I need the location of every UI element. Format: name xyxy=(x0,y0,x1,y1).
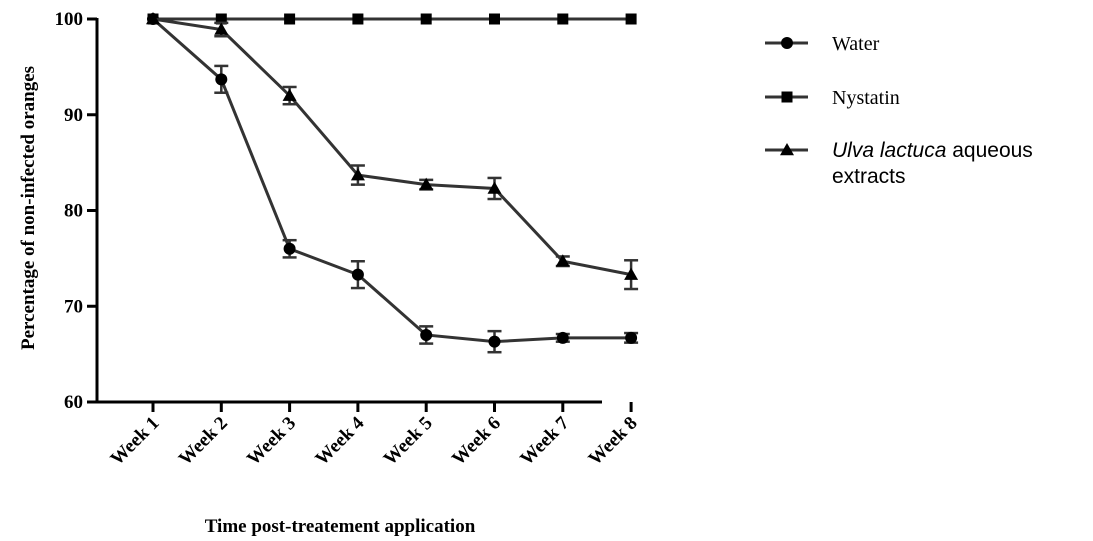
series-layer xyxy=(146,12,639,354)
legend-marker xyxy=(781,91,793,103)
x-tick-label: Week 1 xyxy=(107,413,164,470)
y-tick-label: 100 xyxy=(55,9,84,30)
data-point xyxy=(282,88,297,101)
data-point xyxy=(146,12,160,25)
legend-entry-2: Nystatin xyxy=(765,87,900,109)
data-point xyxy=(283,242,296,255)
data-point xyxy=(419,177,434,190)
data-point xyxy=(215,73,228,86)
x-tick-label: Week 8 xyxy=(585,413,642,470)
series-line xyxy=(152,17,632,344)
data-point xyxy=(624,267,639,280)
legend-entry-1: Water xyxy=(765,33,880,55)
data-point xyxy=(489,13,500,25)
x-tick-label: Week 4 xyxy=(311,412,368,469)
legend-label-italic: Ulva lactuca xyxy=(832,139,946,162)
y-tick-label: 90 xyxy=(64,105,83,126)
data-point xyxy=(625,331,638,344)
legend-label: Water xyxy=(832,33,880,55)
data-point xyxy=(420,13,432,25)
y-tick-label: 70 xyxy=(64,296,83,317)
x-tick-label: Week 2 xyxy=(175,413,232,470)
legend: Water Nystatin Ulva lactuca aqueous extract… xyxy=(765,33,1033,188)
series-line xyxy=(152,17,632,277)
data-point xyxy=(352,13,364,25)
x-tick-label: Week 3 xyxy=(243,413,300,470)
data-point xyxy=(420,328,433,341)
legend-entry-3: Ulva lactuca aqueous extracts xyxy=(765,139,1033,188)
series-3 xyxy=(146,12,639,291)
series-1 xyxy=(147,13,639,354)
data-point xyxy=(487,181,502,194)
data-point xyxy=(215,13,227,25)
data-point xyxy=(557,13,569,25)
data-point xyxy=(284,13,296,25)
y-tick-label: 80 xyxy=(64,201,83,222)
data-point xyxy=(625,13,637,25)
y-tick-label: 60 xyxy=(64,392,83,413)
y-axis-title: Percentage of non-infected oranges xyxy=(18,66,39,350)
legend-marker xyxy=(781,37,793,49)
data-point xyxy=(555,254,570,267)
legend-marker xyxy=(780,143,794,156)
data-point xyxy=(556,331,569,344)
legend-label: Nystatin xyxy=(832,87,900,109)
data-point xyxy=(214,22,229,35)
data-point xyxy=(488,335,501,348)
data-point xyxy=(350,168,365,181)
legend-label: Ulva lactuca aqueous xyxy=(832,139,1033,162)
legend-label-line2: extracts xyxy=(832,165,906,188)
x-tick-label: Week 7 xyxy=(516,412,573,469)
data-point xyxy=(351,268,364,281)
x-axis-title: Time post-treatement application xyxy=(205,516,476,537)
legend-label-rest: aqueous xyxy=(946,139,1032,162)
x-tick-label: Week 5 xyxy=(380,413,437,470)
x-tick-label: Week 6 xyxy=(448,413,505,470)
